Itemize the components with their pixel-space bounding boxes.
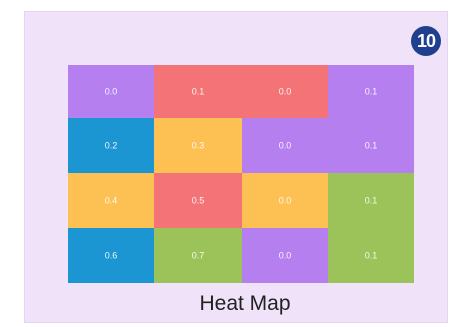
cell-value-label: 0.2 [105, 141, 118, 151]
heatmap-cell-r2-c3 [328, 173, 414, 228]
heatmap-cell-r2-c2 [242, 173, 328, 228]
cell-value-label: 0.4 [105, 196, 118, 206]
cell-value-label: 0.6 [105, 251, 118, 261]
cell-value-label: 0.0 [279, 251, 292, 261]
cell-value-label: 0.1 [192, 87, 205, 97]
heatmap-cell-r3-c3 [328, 228, 414, 283]
number-badge: 10 [411, 26, 441, 56]
cell-value-label: 0.5 [192, 196, 205, 206]
heatmap-cell-r1-c1 [154, 118, 242, 173]
cell-value-label: 0.7 [192, 251, 205, 261]
heatmap-cell-r1-c0 [68, 118, 154, 173]
cell-value-label: 0.0 [279, 196, 292, 206]
heatmap-cell-r0-c3 [328, 65, 414, 118]
cell-value-label: 0.1 [365, 141, 378, 151]
heatmap-cell-r2-c1 [154, 173, 242, 228]
cell-value-label: 0.0 [279, 87, 292, 97]
cell-value-label: 0.3 [192, 141, 205, 151]
heatmap-cell-r0-c0 [68, 65, 154, 118]
cell-value-label: 0.1 [365, 87, 378, 97]
cell-value-label: 0.1 [365, 196, 378, 206]
cell-value-label: 0.0 [279, 141, 292, 151]
heatmap-cell-r3-c1 [154, 228, 242, 283]
chart-title: Heat Map [199, 292, 291, 315]
heatmap-cell-r2-c0 [68, 173, 154, 228]
heatmap-cell-r3-c0 [68, 228, 154, 283]
heatmap-cell-r1-c2 [242, 118, 328, 173]
heatmap-cell-r3-c2 [242, 228, 328, 283]
cell-value-label: 0.0 [105, 87, 118, 97]
heatmap-cell-r0-c1 [154, 65, 328, 118]
heatmap-cell-r1-c3 [328, 118, 414, 173]
cell-value-label: 0.1 [365, 251, 378, 261]
